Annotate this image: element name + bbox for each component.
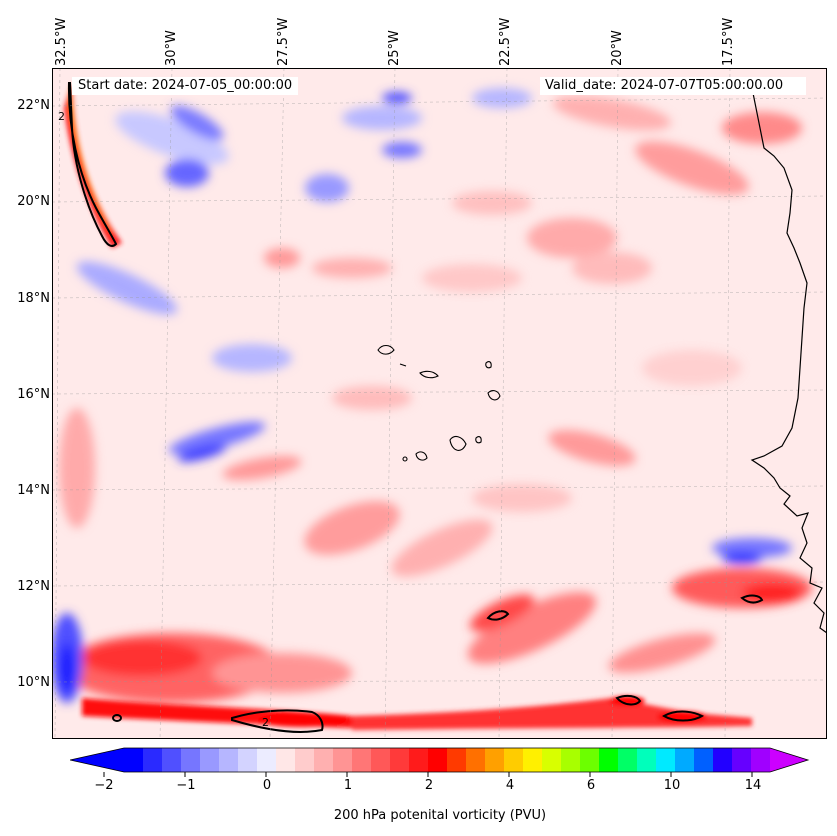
colorbar-label: 200 hPa potenital vorticity (PVU): [333, 808, 547, 823]
lon-label-20w: 20°W: [610, 30, 625, 66]
colorbar-cell: [371, 748, 391, 772]
map-canvas: 2 2: [52, 68, 827, 739]
lat-label-10n: 10°N: [17, 675, 50, 690]
lat-label-16n: 16°N: [17, 387, 50, 402]
colorbar-cell: [181, 748, 201, 772]
colorbar-extend-max: [770, 748, 808, 772]
colorbar-cell: [238, 748, 258, 772]
colorbar-cell: [561, 748, 581, 772]
pv-contour-south-east: [662, 710, 705, 722]
pv-contour-label-south: 2: [262, 716, 269, 729]
lat-label-14n: 14°N: [17, 483, 50, 498]
lon-label-27-5w: 27.5°W: [276, 17, 291, 66]
colorbar-cell: [219, 748, 239, 772]
colorbar-tick-label: 2: [424, 778, 434, 793]
pv-contour-north: [67, 81, 118, 247]
colorbar-cell: [694, 748, 714, 772]
pv-contour-sw-dot: [112, 714, 122, 722]
colorbar-cell: [295, 748, 315, 772]
lon-label-32-5w: 32.5°W: [54, 17, 69, 66]
colorbar-cell: [428, 748, 448, 772]
map-panel[interactable]: 2 2: [52, 68, 827, 739]
lon-label-22-5w: 22.5°W: [498, 17, 513, 66]
colorbar-tick-label: 6: [586, 778, 596, 793]
west-africa-coastline: [750, 87, 827, 634]
colorbar: [70, 747, 810, 777]
colorbar-cell: [276, 748, 296, 772]
colorbar-tick-label: −2: [94, 778, 114, 793]
colorbar-cell: [485, 748, 505, 772]
colorbar-cell: [124, 748, 144, 772]
colorbar-cell: [143, 748, 163, 772]
colorbar-tick-label: 14: [744, 778, 762, 793]
lat-label-22n: 22°N: [17, 98, 50, 113]
valid-date-label: Valid_date: 2024-07-07T05:00:00.00: [540, 77, 806, 95]
start-date-label: Start date: 2024-07-05_00:00:00: [72, 77, 299, 95]
lon-label-30w: 30°W: [164, 30, 179, 66]
map-gridlines: [52, 68, 827, 739]
lon-label-25w: 25°W: [387, 30, 402, 66]
colorbar-extend-min: [70, 748, 124, 772]
colorbar-cell: [314, 748, 334, 772]
colorbar-tick-marks: [103, 772, 753, 777]
colorbar-cell: [162, 748, 182, 772]
pv-contour-label-north: 2: [58, 110, 65, 123]
colorbar-cell: [352, 748, 372, 772]
colorbar-tick-label: −1: [176, 778, 196, 793]
colorbar-tick-label: 10: [663, 778, 681, 793]
pv-contour-east: [740, 594, 764, 604]
pv-2-contours: [67, 81, 764, 733]
lat-label-20n: 20°N: [17, 194, 50, 209]
colorbar-cell: [333, 748, 353, 772]
pv-strong-bands: [64, 83, 752, 730]
colorbar-outline: [70, 747, 810, 773]
colorbar-cell: [732, 748, 752, 772]
colorbar-cell: [599, 748, 619, 772]
map-frame: [52, 68, 827, 739]
colorbar-cells: [124, 748, 771, 772]
lat-label-18n: 18°N: [17, 291, 50, 306]
colorbar-cell: [523, 748, 543, 772]
cape-verde-islands: [377, 344, 501, 462]
pv-contour-south-west: [231, 709, 324, 733]
colorbar-tick-label: 1: [343, 778, 353, 793]
colorbar-cell: [409, 748, 429, 772]
colorbar-cell: [447, 748, 467, 772]
colorbar-cell: [466, 748, 486, 772]
colorbar-cell: [713, 748, 733, 772]
colorbar-tick-label: 0: [262, 778, 272, 793]
colorbar-cell: [618, 748, 638, 772]
colorbar-cell: [504, 748, 524, 772]
lon-label-17-5w: 17.5°W: [721, 17, 736, 66]
colorbar-cell: [656, 748, 676, 772]
colorbar-tick-label: 4: [505, 778, 515, 793]
colorbar-cell: [751, 748, 771, 772]
pv-contour-center: [486, 610, 510, 621]
pv-field: [52, 88, 812, 703]
colorbar-cell: [257, 748, 277, 772]
lat-label-12n: 12°N: [17, 579, 50, 594]
colorbar-cell: [580, 748, 600, 772]
colorbar-cell: [390, 748, 410, 772]
colorbar-cell: [637, 748, 657, 772]
pv-contour-south-mid: [615, 694, 642, 706]
colorbar-cell: [675, 748, 695, 772]
colorbar-cell: [542, 748, 562, 772]
colorbar-cell: [200, 748, 220, 772]
